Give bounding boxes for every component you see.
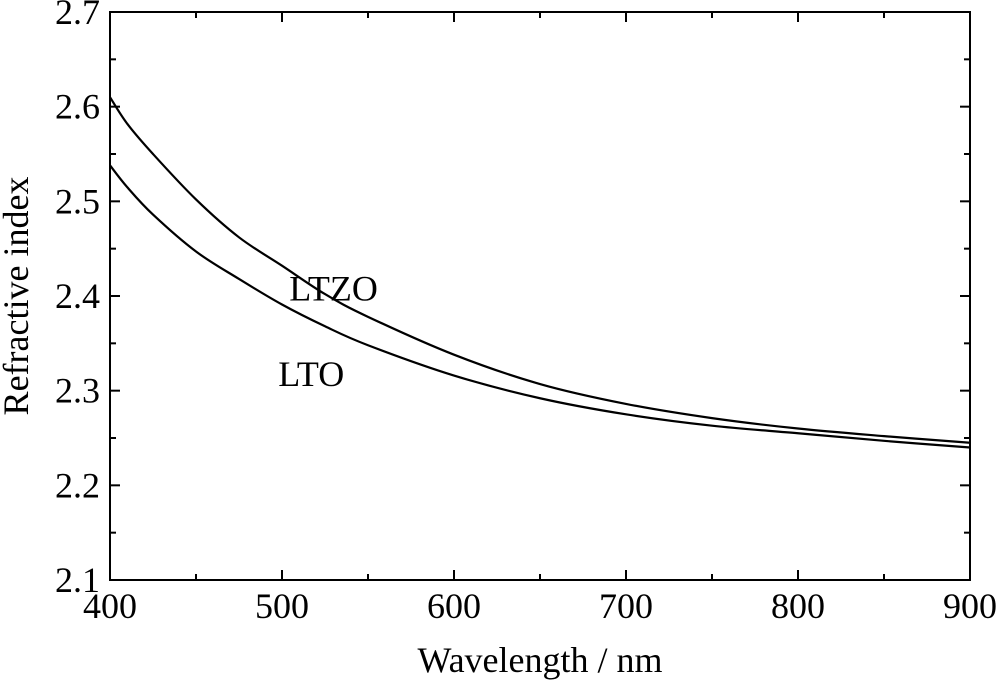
y-tick-label: 2.7 (55, 0, 100, 32)
x-tick-label: 600 (427, 586, 481, 626)
major-ticks (109, 11, 971, 581)
series-label-lto: LTO (278, 354, 344, 394)
series-label-ltzo: LTZO (289, 269, 378, 309)
y-tick-labels: 2.1 2.2 2.3 2.4 2.5 2.6 2.7 (55, 0, 100, 600)
x-tick-labels: 400 500 600 700 800 900 (83, 586, 997, 626)
minor-ticks (110, 12, 970, 580)
y-tick-label: 2.1 (55, 560, 100, 600)
x-tick-label: 700 (599, 586, 653, 626)
y-tick-label: 2.4 (55, 276, 100, 316)
x-tick-label: 900 (943, 586, 997, 626)
x-tick-label: 800 (771, 586, 825, 626)
y-tick-label: 2.6 (55, 87, 100, 127)
x-tick-label: 400 (83, 586, 137, 626)
x-axis-title: Wavelength / nm (417, 640, 662, 680)
x-tick-label: 500 (255, 586, 309, 626)
series-line-ltzo (109, 96, 971, 444)
y-tick-label: 2.2 (55, 465, 100, 505)
series-line-lto (109, 164, 971, 449)
series-group (109, 96, 971, 449)
y-axis-title: Refractive index (0, 177, 36, 416)
y-tick-label: 2.3 (55, 371, 100, 411)
y-tick-label: 2.5 (55, 181, 100, 221)
series-labels: LTZO LTO (278, 269, 378, 394)
plot-frame (109, 11, 971, 581)
